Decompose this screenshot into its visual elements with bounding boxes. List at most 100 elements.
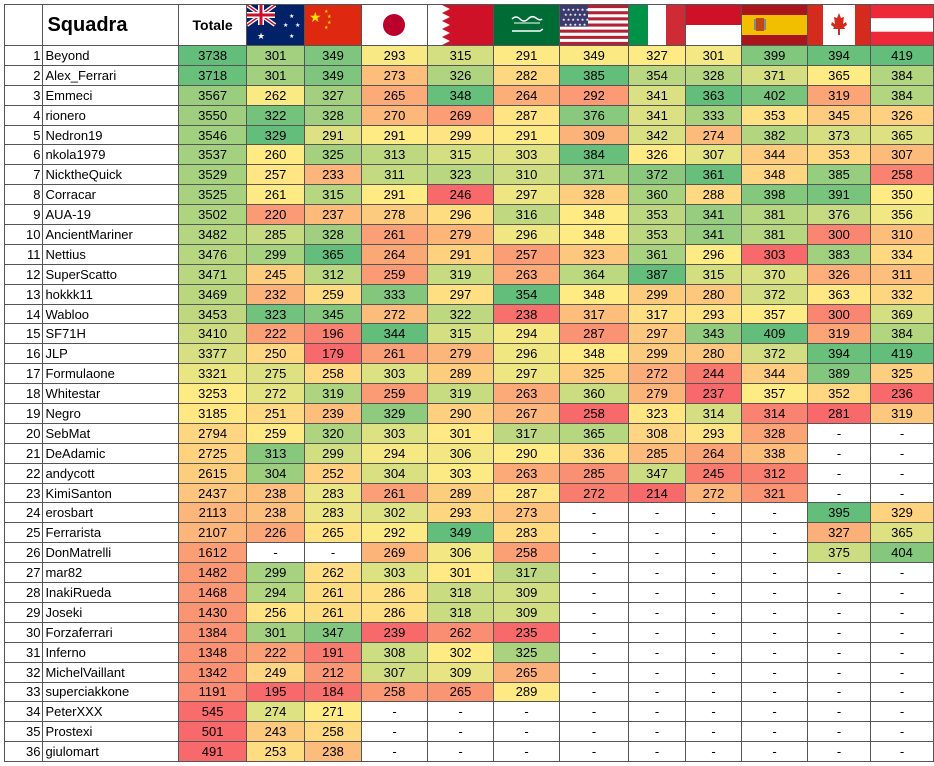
score-cell: 308 — [360, 641, 428, 663]
score-cell: - — [627, 681, 686, 703]
score-cell: 349 — [303, 45, 362, 66]
team-name-cell: Prostexi — [42, 721, 180, 743]
table-row: 31 Inferno 1348 222 191 308 302 325- - - - - - — [3, 641, 934, 663]
svg-text:★ ★ ★ ★ ★ ★: ★ ★ ★ ★ ★ ★ — [562, 17, 589, 22]
score-cell: - — [740, 542, 808, 564]
score-cell: 272 — [684, 482, 742, 504]
score-cell: 317 — [492, 562, 560, 584]
china-flag: ★ ★ ★ ★ ★ — [305, 5, 361, 45]
score-cell: - — [426, 741, 494, 763]
score-cell: 325 — [492, 641, 560, 663]
score-cell: 348 — [558, 343, 629, 365]
table-row: 3 Emmeci 3567 262 327 265 348 264 292 341 363 402 31… — [3, 84, 934, 106]
rank-cell: 7 — [3, 164, 44, 186]
total-cell: 2113 — [178, 502, 247, 524]
score-cell: 353 — [806, 144, 871, 166]
score-cell: 371 — [558, 164, 629, 186]
score-cell: 301 — [245, 64, 305, 86]
score-cell: 404 — [869, 542, 934, 564]
score-cell: - — [869, 462, 934, 484]
score-cell: - — [806, 482, 871, 504]
score-cell: 353 — [627, 204, 686, 226]
score-cell: 363 — [806, 283, 871, 305]
score-cell: 291 — [360, 184, 428, 206]
score-cell: - — [684, 522, 742, 544]
score-cell: - — [684, 562, 742, 584]
score-cell: 291 — [492, 45, 560, 66]
saudi-arabia-flag — [494, 5, 559, 45]
score-cell: - — [806, 442, 871, 464]
table-row: 1 Beyond 3738 301 349 293 315 291 349 327 301 399 39… — [3, 45, 934, 66]
score-cell: 365 — [558, 422, 629, 444]
team-name-cell: KimiSanton — [42, 482, 180, 504]
total-cell: 501 — [178, 721, 247, 743]
score-cell: - — [684, 582, 742, 603]
score-cell: 288 — [684, 184, 742, 206]
svg-text:★: ★ — [324, 9, 329, 15]
score-cell: 261 — [360, 224, 428, 245]
score-cell: 239 — [360, 621, 428, 643]
score-cell: 313 — [245, 442, 305, 464]
score-cell: - — [740, 741, 808, 763]
score-cell: 259 — [303, 283, 362, 305]
score-cell: 349 — [558, 45, 629, 66]
score-cell: 365 — [869, 124, 934, 146]
score-cell: 239 — [303, 403, 362, 424]
score-cell: 243 — [245, 721, 305, 743]
score-cell: 384 — [558, 144, 629, 166]
score-cell: 269 — [360, 542, 428, 564]
score-cell: 323 — [627, 403, 686, 424]
score-cell: 259 — [360, 383, 428, 405]
score-cell: 383 — [806, 243, 871, 265]
usa-flag: ★ ★ ★ ★ ★ ★ ★ ★ ★ ★ ★ ★ ★ ★ ★ ★ ★ ★ ★ ★ ★ ★ — [560, 5, 628, 45]
score-cell: 258 — [558, 403, 629, 424]
table-row: 13 hokkk11 3469 232 259 333 297 354 348 299 280 372… — [3, 283, 934, 305]
score-cell: - — [869, 582, 934, 603]
score-cell: - — [684, 621, 742, 643]
table-row: 17 Formulaone 3321 275 258 303 289 297 325 272 244… — [3, 363, 934, 385]
total-cell: 3185 — [178, 403, 247, 424]
team-name-cell: Nedron19 — [42, 124, 180, 146]
score-cell: 301 — [245, 621, 305, 643]
score-cell: 212 — [303, 661, 362, 683]
score-cell: - — [869, 601, 934, 623]
score-cell: 222 — [245, 641, 305, 663]
score-cell: 232 — [245, 283, 305, 305]
score-cell: - — [426, 701, 494, 723]
score-cell: 264 — [684, 442, 742, 464]
score-cell: 317 — [492, 422, 560, 444]
score-cell: 293 — [684, 422, 742, 444]
score-cell: - — [869, 641, 934, 663]
team-name-cell: Wabloo — [42, 303, 180, 325]
score-cell: - — [684, 701, 742, 723]
table-row: 14 Wabloo 3453 323 345 272 322 238 317 317 293 357 3… — [3, 303, 934, 325]
svg-text:★: ★ — [257, 31, 265, 41]
score-cell: 328 — [740, 422, 808, 444]
rank-cell: 29 — [3, 601, 44, 623]
score-cell: 279 — [627, 383, 686, 405]
score-cell: 326 — [627, 144, 686, 166]
score-cell: 370 — [740, 263, 808, 285]
score-cell: - — [869, 661, 934, 683]
score-cell: 354 — [492, 283, 560, 305]
score-cell: 419 — [869, 343, 934, 365]
score-cell: - — [740, 641, 808, 663]
score-cell: 245 — [684, 462, 742, 484]
score-cell: 257 — [245, 164, 305, 186]
total-cell: 3537 — [178, 144, 247, 166]
score-cell: 314 — [684, 403, 742, 424]
score-cell: 291 — [303, 124, 362, 146]
table-row: 32 MichelVaillant 1342 249 212 307 309 265- - - - -… — [3, 661, 934, 683]
score-cell: 287 — [492, 482, 560, 504]
svg-text:★: ★ — [327, 20, 332, 26]
total-cell: 3738 — [178, 45, 247, 66]
table-row: 5 Nedron19 3546 329 291 291 299 291 309 342 274 382… — [3, 124, 934, 146]
score-cell: 348 — [426, 84, 494, 106]
table-row: 24 erosbart 2113 238 283 302 293 273- - - -395 329 — [3, 502, 934, 524]
score-cell: - — [740, 502, 808, 524]
table-row: 19 Negro 3185 251 239 329 290 267 258 323 314 314 28… — [3, 403, 934, 424]
score-cell: - — [869, 621, 934, 643]
score-cell: 319 — [426, 383, 494, 405]
score-cell: 338 — [740, 442, 808, 464]
score-cell: 398 — [740, 184, 808, 206]
